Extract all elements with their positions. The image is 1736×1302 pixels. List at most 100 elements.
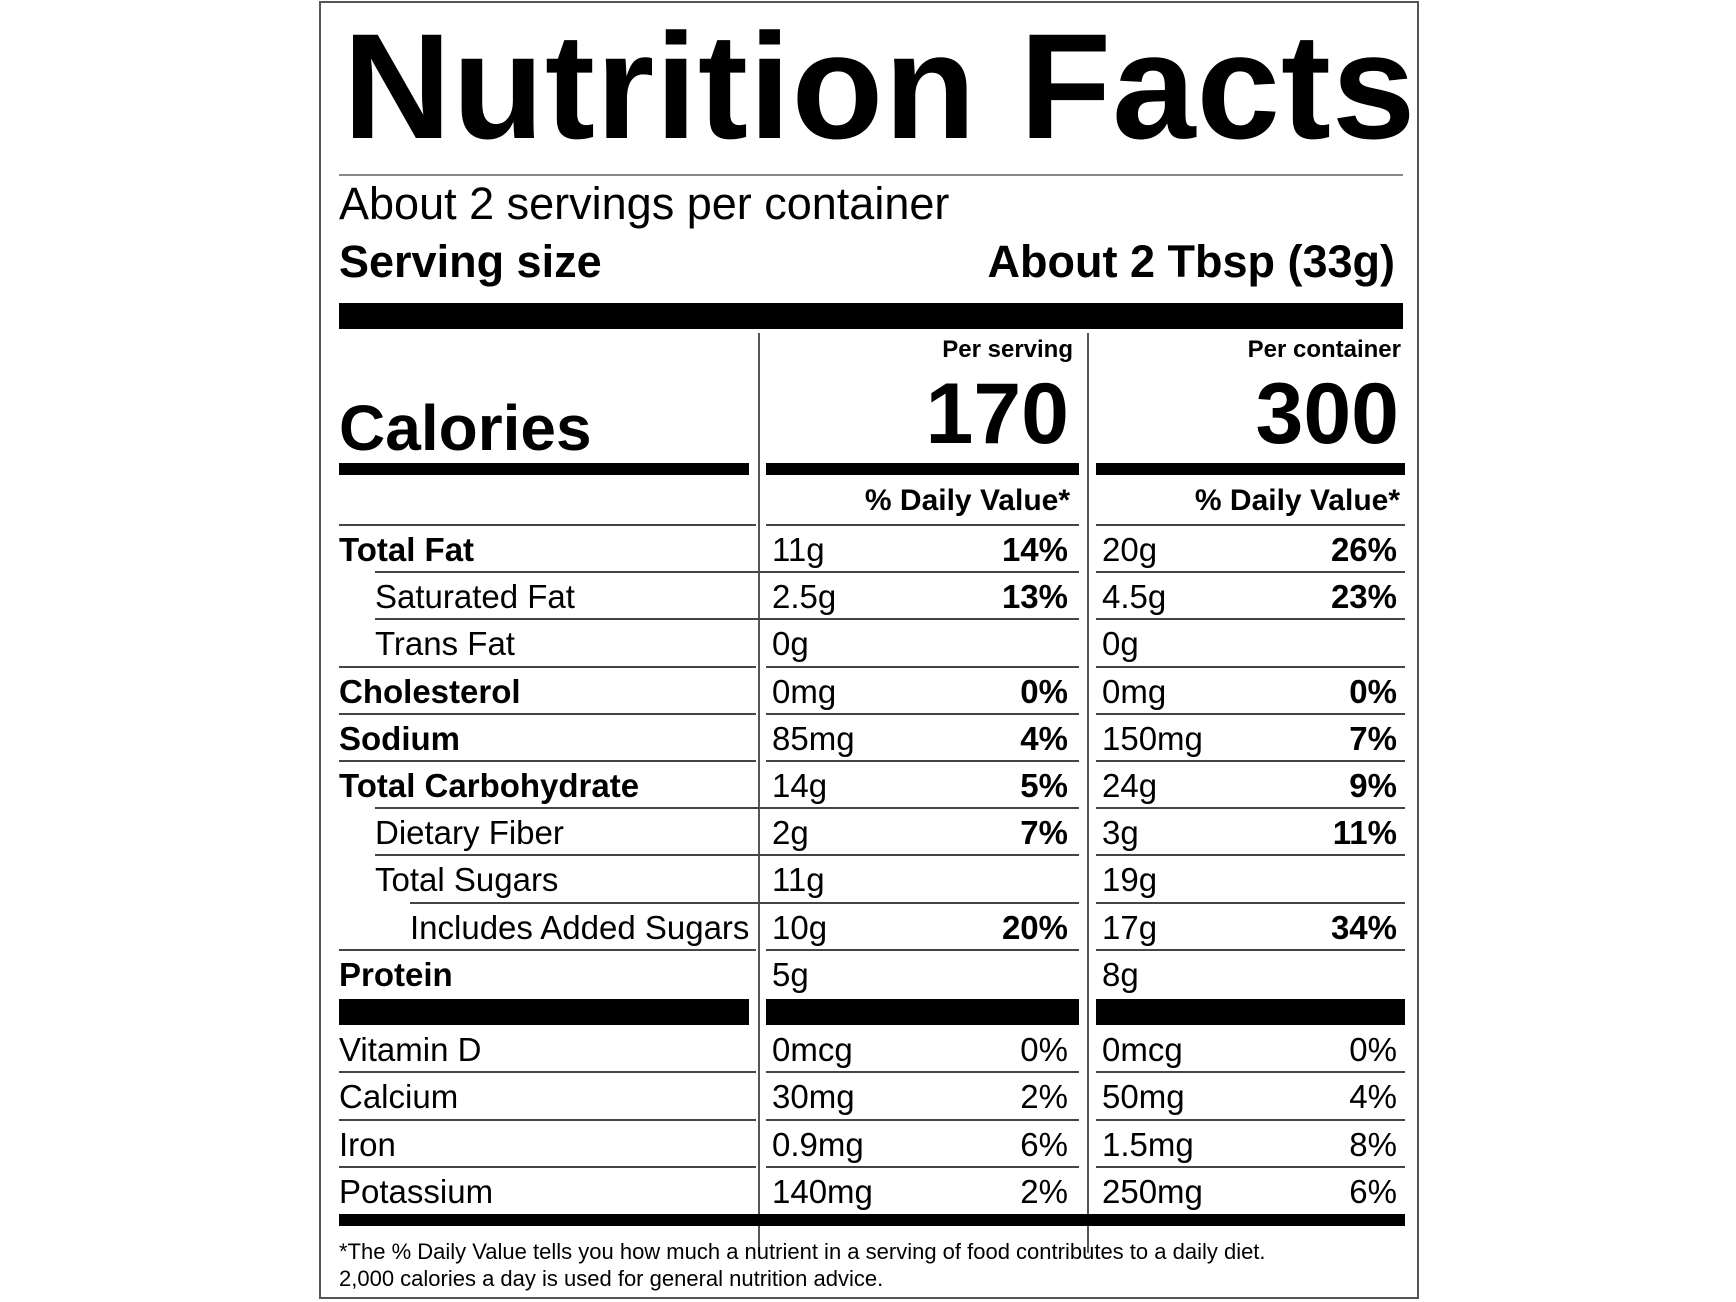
thick-divider-top: [339, 303, 1403, 329]
nutrient-row: Includes Added Sugars 10g 20% 17g 34%: [321, 904, 1421, 951]
vitamin-row: Calcium 30mg 2% 50mg 4%: [321, 1073, 1421, 1120]
container-amount: 0mg: [1102, 673, 1167, 710]
calories-label: Calories: [339, 392, 592, 464]
row-divider: [1096, 949, 1405, 951]
calories-bar-serving: [766, 463, 1079, 475]
row-divider: [1096, 807, 1405, 809]
container-daily-value: 4%: [1349, 1078, 1397, 1115]
row-divider: [339, 666, 756, 668]
vitamins-bar-container: [1096, 999, 1405, 1025]
title-divider: [339, 174, 1403, 176]
container-amount: 0g: [1102, 625, 1139, 662]
calories-per-serving: 170: [925, 366, 1070, 462]
vitamin-row: Vitamin D 0mcg 0% 0mcg 0%: [321, 1026, 1421, 1073]
serving-daily-value: 2%: [1020, 1173, 1068, 1210]
serving-amount: 0.9mg: [772, 1126, 864, 1163]
row-divider: [1096, 902, 1405, 904]
serving-daily-value: 0%: [1020, 1031, 1068, 1068]
nutrient-name: Cholesterol: [339, 673, 521, 710]
row-divider: [375, 618, 792, 620]
serving-amount: 85mg: [772, 720, 855, 757]
calories-per-container: 300: [1255, 366, 1400, 462]
serving-amount: 14g: [772, 767, 828, 804]
serving-amount: 11g: [772, 531, 825, 568]
row-divider: [766, 949, 1079, 951]
row-divider: [339, 524, 756, 526]
row-divider: [766, 760, 1079, 762]
container-amount: 150mg: [1102, 720, 1203, 757]
serving-amount: 0mcg: [772, 1031, 853, 1068]
serving-daily-value: 4%: [1020, 720, 1068, 757]
serving-daily-value: 14%: [1001, 531, 1068, 568]
nutrient-name: Saturated Fat: [375, 578, 575, 615]
nutrient-row: Sodium 85mg 4% 150mg 7%: [321, 715, 1421, 762]
serving-daily-value: 13%: [1001, 578, 1068, 615]
serving-amount: 0g: [772, 625, 809, 662]
row-divider: [375, 854, 792, 856]
container-daily-value: 26%: [1330, 531, 1397, 568]
container-daily-value: 8%: [1349, 1126, 1397, 1163]
nutrient-row: Cholesterol 0mg 0% 0mg 0%: [321, 668, 1421, 715]
servings-per-container: About 2 servings per container: [339, 178, 950, 229]
container-daily-value: 34%: [1330, 909, 1397, 946]
nutrient-name: Calcium: [339, 1078, 459, 1115]
row-divider: [1096, 713, 1405, 715]
container-amount: 8g: [1102, 956, 1139, 993]
serving-amount: 0mg: [772, 673, 837, 710]
container-amount: 3g: [1102, 814, 1139, 851]
nutrient-name: Total Sugars: [375, 861, 559, 898]
row-divider: [766, 524, 1079, 526]
container-amount: 50mg: [1102, 1078, 1185, 1115]
nutrient-name: Includes Added Sugars: [410, 909, 750, 946]
daily-value-header-container: % Daily Value*: [1194, 484, 1400, 517]
nutrient-name: Sodium: [339, 720, 460, 757]
row-divider: [339, 713, 756, 715]
container-daily-value: 0%: [1349, 1031, 1397, 1068]
column-divider-container: [1087, 333, 1089, 1253]
column-divider-serving: [758, 333, 760, 1253]
nutrient-name: Trans Fat: [375, 625, 515, 662]
vitamin-row: Iron 0.9mg 6% 1.5mg 8%: [321, 1121, 1421, 1168]
footnote-line-2: 2,000 calories a day is used for general…: [339, 1266, 884, 1291]
nutrient-row: Total Sugars 11g 19g: [321, 856, 1421, 903]
serving-daily-value: 2%: [1020, 1078, 1068, 1115]
row-divider: [1096, 760, 1405, 762]
row-divider: [766, 1071, 1079, 1073]
row-divider: [766, 1119, 1079, 1121]
nutrient-row: Saturated Fat 2.5g 13% 4.5g 23%: [321, 573, 1421, 620]
serving-daily-value: 6%: [1020, 1126, 1068, 1163]
nutrient-row: Protein 5g 8g: [321, 951, 1421, 998]
container-amount: 4.5g: [1102, 578, 1167, 615]
vitamins-bar-serving: [766, 999, 1079, 1025]
footnote: *The % Daily Value tells you how much a …: [339, 1238, 1389, 1292]
nutrient-row: Total Fat 11g 14% 20g 26%: [321, 526, 1421, 573]
nutrient-name: Vitamin D: [339, 1031, 482, 1068]
row-divider: [1096, 666, 1405, 668]
nutrient-name: Total Carbohydrate: [339, 767, 640, 804]
row-divider: [1096, 524, 1405, 526]
container-daily-value: 11%: [1332, 814, 1397, 851]
row-divider: [766, 807, 1079, 809]
serving-amount: 5g: [772, 956, 809, 993]
row-divider: [1096, 1071, 1405, 1073]
row-divider: [339, 1119, 756, 1121]
row-divider: [339, 760, 756, 762]
container-daily-value: 9%: [1349, 767, 1397, 804]
serving-amount: 2.5g: [772, 578, 837, 615]
container-amount: 17g: [1102, 909, 1158, 946]
row-divider: [339, 1071, 756, 1073]
calories-bar-left: [339, 463, 749, 475]
row-divider: [1096, 618, 1405, 620]
serving-size-label: Serving size: [339, 236, 602, 287]
container-daily-value: 23%: [1330, 578, 1397, 615]
footnote-line-1: *The % Daily Value tells you how much a …: [339, 1239, 1266, 1264]
nutrient-name: Potassium: [339, 1173, 494, 1210]
serving-daily-value: 0%: [1020, 673, 1068, 710]
serving-amount: 10g: [772, 909, 828, 946]
row-divider: [375, 571, 792, 573]
container-daily-value: 6%: [1349, 1173, 1397, 1210]
container-amount: 19g: [1102, 861, 1158, 898]
nutrient-row: Total Carbohydrate 14g 5% 24g 9%: [321, 762, 1421, 809]
row-divider: [1096, 1166, 1405, 1168]
serving-amount: 11g: [772, 861, 825, 898]
